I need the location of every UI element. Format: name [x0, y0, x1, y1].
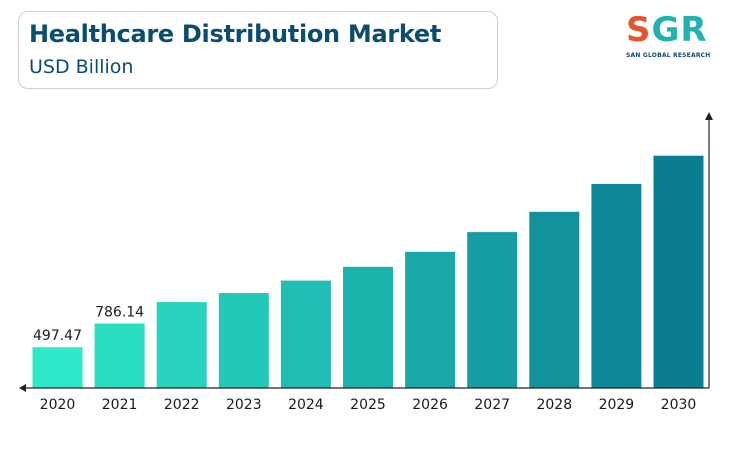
bar-2020 — [32, 347, 83, 388]
bar-2030 — [653, 155, 704, 388]
x-tick-label: 2028 — [536, 397, 572, 413]
bar-2024 — [280, 280, 331, 388]
sgr-logo: SGR SAN GLOBAL RESEARCH — [626, 10, 722, 66]
chart-title: Healthcare Distribution Market — [29, 20, 442, 48]
x-tick-label: 2023 — [226, 397, 262, 413]
axes-group — [19, 112, 713, 392]
logo-letter-s: S — [626, 10, 652, 50]
bar-2025 — [343, 266, 393, 388]
bar-2026 — [405, 251, 456, 388]
x-tick-label: 2024 — [288, 397, 324, 413]
x-axis-arrow — [19, 384, 26, 392]
bar-2023 — [218, 293, 269, 388]
x-tick-label: 2026 — [412, 397, 448, 413]
x-tick-label: 2030 — [661, 397, 697, 413]
chart-subtitle: USD Billion — [29, 56, 134, 78]
logo-letters-gr: GR — [651, 10, 708, 50]
title-box: Healthcare Distribution Market USD Billi… — [18, 11, 498, 89]
x-tick-label: 2027 — [474, 397, 510, 413]
x-tick-label: 2021 — [102, 397, 138, 413]
bars-group — [32, 155, 704, 388]
bar-2029 — [591, 184, 642, 388]
bar-2027 — [467, 232, 518, 388]
x-tick-label: 2022 — [164, 397, 200, 413]
labels-group: 2020 497.47 2021 786.14 2022 2023 2024 2025 2026… — [33, 305, 696, 414]
x-tick-label: 2020 — [40, 397, 76, 413]
bar-2028 — [529, 211, 580, 388]
bar-2022 — [156, 302, 207, 388]
logo-letters: SGR — [626, 10, 708, 50]
data-label-2020: 497.47 — [33, 328, 82, 344]
y-axis-arrow — [705, 112, 713, 120]
bar-2021 — [94, 323, 145, 388]
data-label-2021: 786.14 — [95, 305, 144, 321]
x-tick-label: 2025 — [350, 397, 386, 413]
logo-tagline: SAN GLOBAL RESEARCH — [626, 52, 711, 59]
x-tick-label: 2029 — [599, 397, 635, 413]
